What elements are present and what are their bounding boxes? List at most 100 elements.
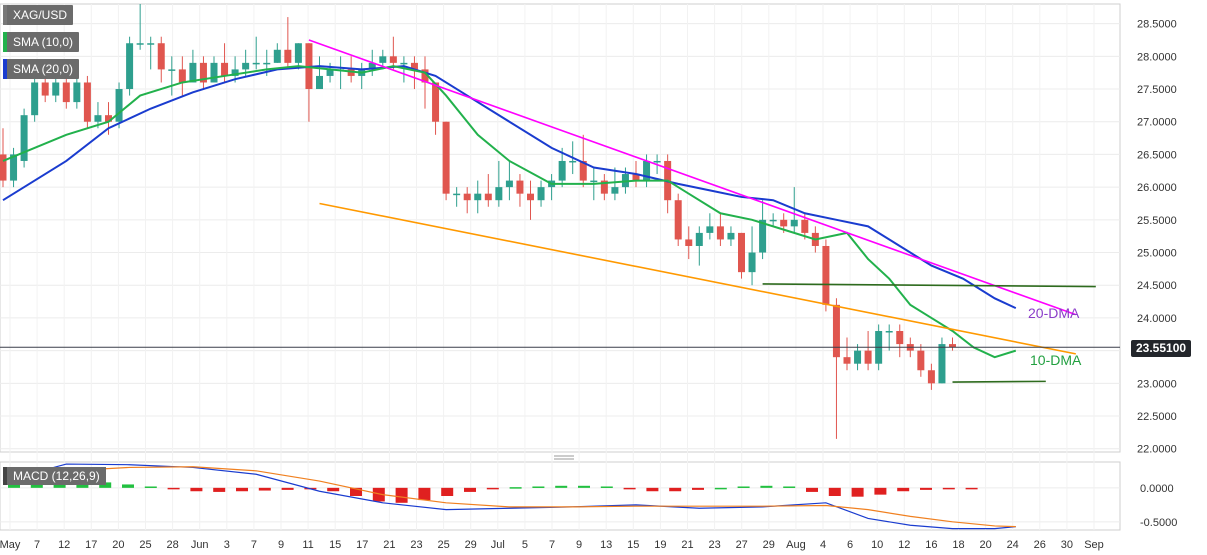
macd-histogram-bar [532,486,545,488]
macd-histogram-bar [760,485,773,488]
symbol-text: XAG/USD [13,8,68,22]
x-tick-label: Jul [491,539,505,551]
price-tick-label: 28.5000 [1137,19,1177,31]
macd-histogram-bar [258,487,271,491]
macd-histogram-bar [920,487,932,490]
x-tick-label: 5 [522,539,528,551]
candle-body [10,154,18,181]
macd-tick-label: 0.0000 [1140,483,1174,495]
horizontal-trendline [762,283,1096,288]
price-tick-label: 22.0000 [1137,444,1177,456]
macd-histogram-bar [623,487,636,490]
candle-body [73,82,81,103]
candle-body [168,69,176,71]
x-tick-label: 29 [763,539,775,551]
candle-body [252,62,260,65]
candle-body [474,193,482,201]
x-tick-label: 12 [898,539,910,551]
price-tick-label: 28.0000 [1137,51,1177,63]
price-tick-label: 25.5000 [1137,215,1177,227]
candle-body [653,160,661,163]
macd-histogram-bar [737,486,750,488]
macd-histogram-bar [806,487,818,492]
candle-body [854,350,862,364]
candle-body [157,43,165,70]
macd-histogram-bar [714,487,727,490]
legend-sma20: SMA (20,0) [3,59,80,79]
x-tick-label: 30 [1061,539,1073,551]
x-tick-label: May [0,539,21,551]
candle-body [463,193,471,201]
candle-body [273,49,281,63]
x-tick-label: 3 [224,539,230,551]
resistance-trendline [308,39,1077,316]
x-tick-label: 12 [58,539,70,551]
candle-body [759,219,767,253]
last-price-tag: 23.55100 [1131,340,1192,357]
candle-body [495,187,503,201]
candle-body [938,344,946,384]
macd-histogram-bar [144,486,157,488]
candle-body [527,193,534,201]
macd-histogram-bar [418,487,431,501]
macd-histogram-bar [692,487,704,490]
candle-body [347,69,355,76]
macd-label: MACD (12,26,9) [13,469,100,483]
candle-body [748,252,756,273]
candle-body [738,232,745,273]
x-tick-label: 25 [139,539,151,551]
annotation-20dma: 20-DMA [1028,305,1080,321]
candle-body [590,180,598,183]
x-tick-label: 15 [329,539,341,551]
x-tick-label: 23 [410,539,422,551]
candle-body [94,115,102,122]
candle-body [558,160,566,181]
candle-body [284,49,292,63]
candle-body [674,200,682,240]
candle-body [20,115,28,161]
candle-body [210,62,218,83]
x-tick-label: 9 [278,539,284,551]
price-tick-label: 26.5000 [1137,149,1177,161]
candle-body [316,75,323,90]
price-tick-label: 25.0000 [1137,248,1177,260]
sma20-line [2,65,1017,310]
candle-body [294,43,302,63]
candle-body [896,331,904,345]
candle-body [843,357,851,364]
horizontal-trendline [952,380,1046,383]
candle-body [199,62,207,83]
candle-body [801,219,809,233]
candle-body [52,82,60,96]
symbol-label: XAG/USD [3,5,74,25]
candle-body [864,350,872,364]
x-tick-label: 15 [627,539,639,551]
candle-body [643,160,651,181]
candle-body [400,62,408,65]
price-tick-label: 24.5000 [1137,280,1177,292]
x-tick-label: Sep [1084,539,1104,551]
legend-sma10-label: SMA (10,0) [13,35,74,49]
price-tick-label: 27.5000 [1137,84,1177,96]
candle-body [632,174,640,181]
price-tick-label: 22.5000 [1137,411,1177,423]
candle-body [126,43,134,90]
x-tick-label: 17 [356,539,368,551]
candle-body [410,62,418,70]
x-tick-label: 7 [251,539,257,551]
x-tick-label: 19 [654,539,666,551]
macd-histogram-bar [464,487,476,492]
macd-histogram-bar [213,487,226,492]
candle-body [105,115,112,122]
candle-body [579,160,587,181]
candle-body [885,331,893,333]
macd-histogram-bar [874,487,887,495]
candle-body [389,56,397,63]
macd-histogram-bar [350,487,362,496]
x-tick-label: 11 [302,539,313,551]
candle-body [178,69,186,83]
macd-histogram-bar [646,487,659,492]
macd-histogram-bar [555,485,568,488]
macd-histogram-bar [441,487,454,496]
